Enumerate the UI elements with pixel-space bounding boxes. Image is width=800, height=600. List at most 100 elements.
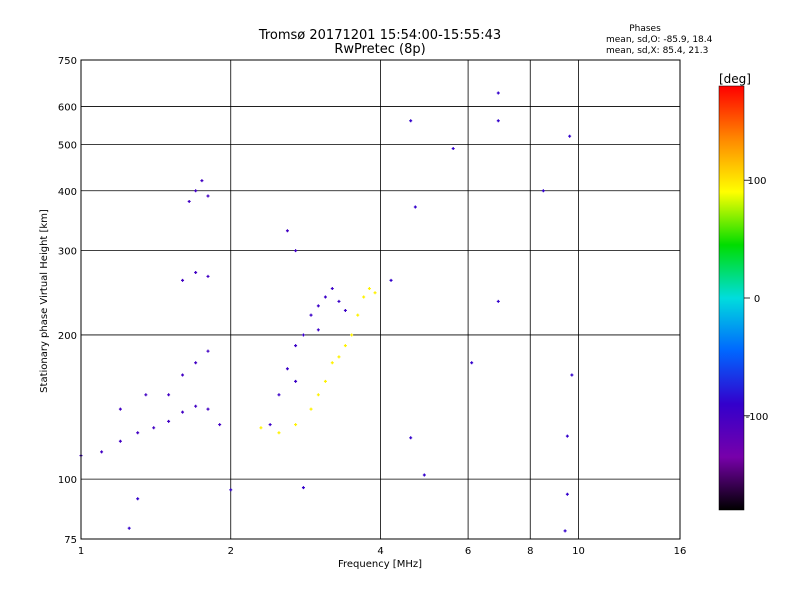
data-point (294, 249, 298, 253)
data-point (409, 119, 413, 123)
data-point (565, 492, 569, 496)
chart-title: Tromsø 20171201 15:54:00-15:55:43 (258, 28, 501, 43)
colorbar (718, 85, 745, 511)
x-tick-label: 10 (572, 546, 585, 557)
x-tick-label: 2 (228, 546, 234, 557)
data-point (277, 431, 281, 435)
data-point (541, 189, 545, 193)
colorbar-tick-label: 100 (747, 176, 766, 187)
data-point (563, 529, 567, 533)
data-point (309, 407, 313, 411)
grid-lines (81, 60, 680, 539)
data-point (496, 91, 500, 95)
data-point (470, 361, 474, 365)
data-point (206, 194, 210, 198)
data-point (277, 393, 281, 397)
data-point (323, 295, 327, 299)
data-point (451, 147, 455, 151)
data-point (330, 287, 334, 291)
data-point (118, 439, 122, 443)
data-point (570, 373, 574, 377)
data-point (373, 291, 377, 295)
data-point (330, 361, 334, 365)
chart-subtitle: RwPretec (8p) (334, 42, 425, 57)
data-point (167, 393, 171, 397)
data-point (187, 199, 191, 203)
data-point (268, 423, 272, 427)
plot-frame (80, 59, 681, 540)
x-tick-label: 8 (527, 546, 533, 557)
data-point (316, 304, 320, 308)
data-point (181, 278, 185, 282)
data-point (206, 407, 210, 411)
data-point (206, 349, 210, 353)
colorbar-ticks: 100 0 -100 (744, 176, 768, 423)
data-point (152, 426, 156, 430)
data-point (194, 361, 198, 365)
data-point (343, 308, 347, 312)
y-tick-label: 500 (58, 140, 77, 151)
data-point (389, 278, 393, 282)
data-point (285, 367, 289, 371)
data-point (285, 229, 289, 233)
data-point (259, 426, 263, 430)
data-point (356, 313, 360, 317)
y-tick-label: 100 (58, 475, 77, 486)
x-axis-label: Frequency [MHz] (338, 559, 422, 570)
x-tick-labels: 1 2 4 6 8 10 16 (78, 546, 687, 557)
data-point (294, 344, 298, 348)
data-point (350, 333, 354, 337)
data-point (144, 393, 148, 397)
data-point (194, 271, 198, 275)
colorbar-tick-label: 0 (754, 294, 760, 305)
data-point (294, 379, 298, 383)
y-tick-label: 750 (58, 56, 77, 67)
data-point (194, 189, 198, 193)
data-point (100, 450, 104, 454)
data-point (367, 287, 371, 291)
colorbar-label: [deg] (719, 72, 751, 86)
data-point (181, 373, 185, 377)
legend-header: Phases (629, 24, 661, 34)
data-point (294, 423, 298, 427)
data-point (323, 379, 327, 383)
x-tick-label: 6 (465, 546, 471, 557)
data-point (136, 497, 140, 501)
data-point (337, 299, 341, 303)
data-point (200, 179, 204, 183)
legend-line-o: mean, sd,O: -85.9, 18.4 (606, 35, 713, 45)
data-point (316, 328, 320, 332)
x-tick-label: 1 (78, 546, 84, 557)
data-point (565, 434, 569, 438)
data-point (409, 436, 413, 440)
data-point (413, 205, 417, 209)
data-point (362, 295, 366, 299)
y-tick-label: 600 (58, 102, 77, 113)
data-point (218, 423, 222, 427)
data-point (496, 299, 500, 303)
data-points (79, 91, 574, 533)
data-point (167, 419, 171, 423)
y-tick-label: 75 (64, 535, 77, 546)
data-point (127, 526, 131, 530)
data-point (229, 488, 233, 492)
data-point (181, 410, 185, 414)
data-point (337, 355, 341, 359)
y-tick-label: 200 (58, 331, 77, 342)
y-tick-label: 400 (58, 187, 77, 198)
x-tick-label: 4 (377, 546, 383, 557)
data-point (194, 404, 198, 408)
data-point (301, 333, 305, 337)
data-point (316, 393, 320, 397)
data-point (422, 473, 426, 477)
data-point (496, 119, 500, 123)
colorbar-tick-label: -100 (746, 412, 769, 423)
x-tick-label: 16 (674, 546, 687, 557)
y-tick-labels: 75 100 200 300 400 500 600 750 (58, 56, 77, 546)
data-point (118, 407, 122, 411)
data-point (568, 134, 572, 138)
data-point (343, 344, 347, 348)
data-point (206, 274, 210, 278)
y-axis-label: Stationary phase Virtual Height [km] (39, 209, 50, 393)
